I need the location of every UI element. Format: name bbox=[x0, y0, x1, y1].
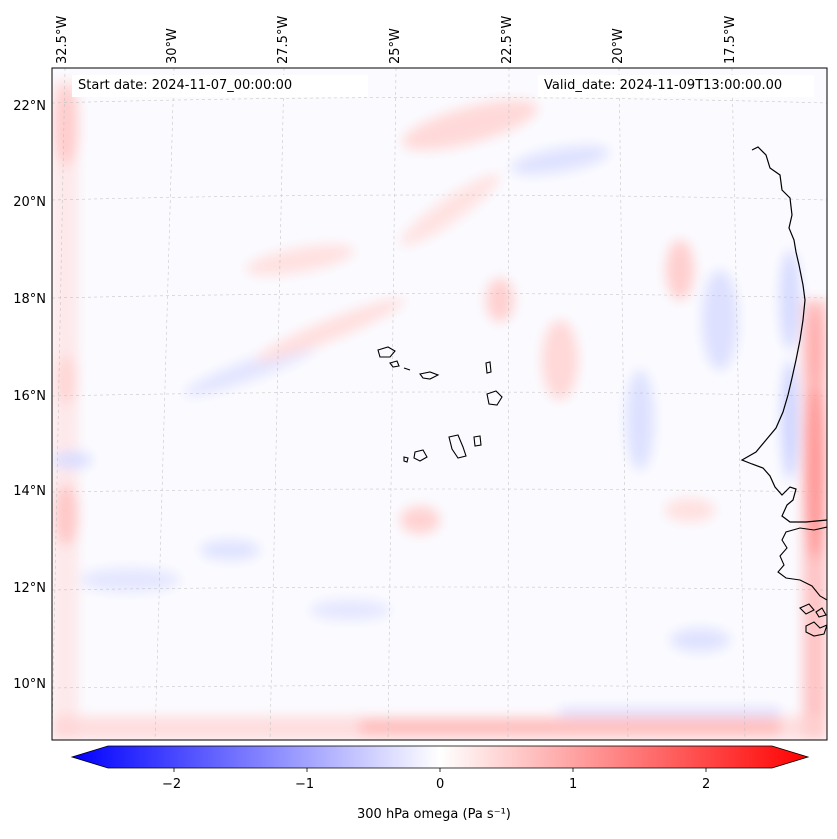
lon-label-27-5w: 27.5°W bbox=[276, 15, 291, 64]
gambia-coast bbox=[777, 526, 827, 601]
island-sal bbox=[485, 361, 492, 374]
lon-label-22-5w: 22.5°W bbox=[500, 15, 515, 64]
guinea-bissau-islands bbox=[799, 603, 827, 637]
lat-label-22n: 22°N bbox=[13, 99, 46, 114]
cape-verde-islands bbox=[377, 346, 503, 463]
colorbar-tick-minus-1: −1 bbox=[295, 777, 315, 792]
island-brava bbox=[403, 456, 409, 463]
colorbar bbox=[70, 745, 810, 772]
lat-label-16n: 16°N bbox=[13, 389, 46, 404]
lon-label-25w: 25°W bbox=[388, 28, 403, 64]
lat-label-18n: 18°N bbox=[13, 292, 46, 307]
island-sao-vicente bbox=[389, 360, 400, 368]
omega-field bbox=[52, 68, 827, 740]
lat-label-14n: 14°N bbox=[13, 484, 46, 499]
map-frame bbox=[51, 67, 828, 741]
colorbar-title: 300 hPa omega (Pa s⁻¹) bbox=[357, 807, 511, 822]
lon-label-30w: 30°W bbox=[165, 28, 180, 64]
graticule bbox=[52, 68, 827, 740]
lon-label-17-5w: 17.5°W bbox=[723, 15, 738, 64]
lat-label-12n: 12°N bbox=[13, 581, 46, 596]
island-santo-antao bbox=[377, 346, 396, 358]
start-date-label: Start date: 2024-11-07_00:00:00 bbox=[72, 75, 368, 97]
lat-label-10n: 10°N bbox=[13, 677, 46, 692]
island-sao-nicolau bbox=[419, 371, 440, 380]
island-maio bbox=[473, 435, 482, 447]
colorbar-tick-1: 1 bbox=[569, 777, 578, 792]
island-santa-luzia bbox=[403, 367, 411, 371]
lon-label-32-5w: 32.5°W bbox=[55, 15, 70, 64]
colorbar-tick-2: 2 bbox=[702, 777, 711, 792]
colorbar-tick-0: 0 bbox=[436, 777, 445, 792]
island-boa-vista bbox=[486, 390, 503, 406]
lat-label-20n: 20°N bbox=[13, 195, 46, 210]
island-fogo bbox=[413, 449, 428, 462]
island-santiago bbox=[448, 434, 467, 459]
africa-coastline bbox=[740, 146, 827, 523]
valid-date-label: Valid_date: 2024-11-09T13:00:00.00 bbox=[538, 75, 814, 97]
lon-label-20w: 20°W bbox=[611, 28, 626, 64]
colorbar-tick-minus-2: −2 bbox=[162, 777, 182, 792]
